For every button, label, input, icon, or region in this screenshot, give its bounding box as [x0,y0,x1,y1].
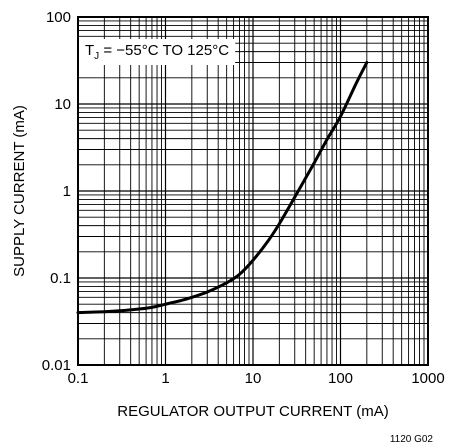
temperature-annotation: TJ = −55°C TO 125°C [85,42,229,62]
y-tick-label: 1 [63,183,71,200]
y-axis-label: SUPPLY CURRENT (mA) [11,105,28,277]
x-tick-label: 10 [245,370,262,387]
grid-lines [77,17,428,366]
y-tick-label: 0.1 [50,270,71,287]
annotation-main: T [85,42,94,59]
x-tick-label: 0.1 [68,370,89,387]
annotation-subscript: J [94,51,99,62]
y-tick-label: 0.01 [42,357,71,374]
x-axis-label: REGULATOR OUTPUT CURRENT (mA) [117,403,388,420]
annotation-rest: = −55°C TO 125°C [99,42,229,59]
x-tick-label: 1 [161,370,169,387]
annotation-background [79,39,236,65]
x-tick-label: 100 [328,370,353,387]
data-series [76,60,369,315]
y-tick-label: 10 [54,96,71,113]
plot-frame [77,16,429,366]
y-tick-label: 100 [46,9,71,26]
figure-code: 1120 G02 [390,434,434,445]
x-tick-label: 1000 [411,370,444,387]
supply-current-curve [76,60,369,315]
